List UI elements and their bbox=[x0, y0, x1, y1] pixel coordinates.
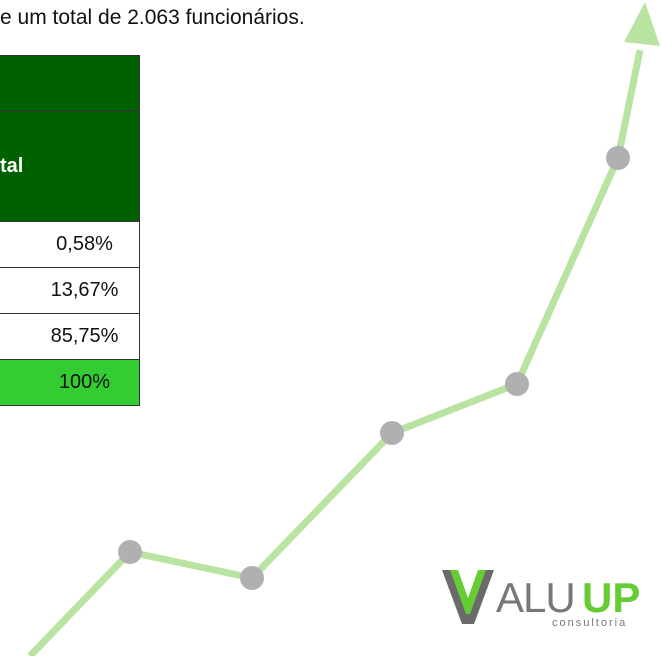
logo-v bbox=[442, 570, 494, 624]
logo-tagline: consultoria bbox=[552, 617, 627, 629]
table: tal 0,58% 13,67% 85,75% 100% bbox=[0, 55, 140, 406]
logo-v-inner bbox=[450, 570, 486, 614]
dot bbox=[606, 146, 630, 170]
logo-name: ALU bbox=[496, 574, 575, 621]
cell: 13,67% bbox=[0, 268, 140, 314]
dot bbox=[505, 372, 529, 396]
header-row bbox=[0, 55, 140, 112]
logo: ALU UP consultoria bbox=[442, 570, 640, 629]
header-cell: tal bbox=[0, 112, 140, 222]
caption: e um total de 2.063 funcionários. bbox=[0, 6, 305, 29]
logo-name-green: UP bbox=[582, 574, 640, 621]
dot bbox=[118, 540, 142, 564]
dot bbox=[380, 421, 404, 445]
arrow-head bbox=[624, 2, 660, 46]
total-cell: 100% bbox=[0, 360, 140, 406]
dot bbox=[240, 566, 264, 590]
cell: 0,58% bbox=[0, 222, 140, 268]
cell: 85,75% bbox=[0, 314, 140, 360]
